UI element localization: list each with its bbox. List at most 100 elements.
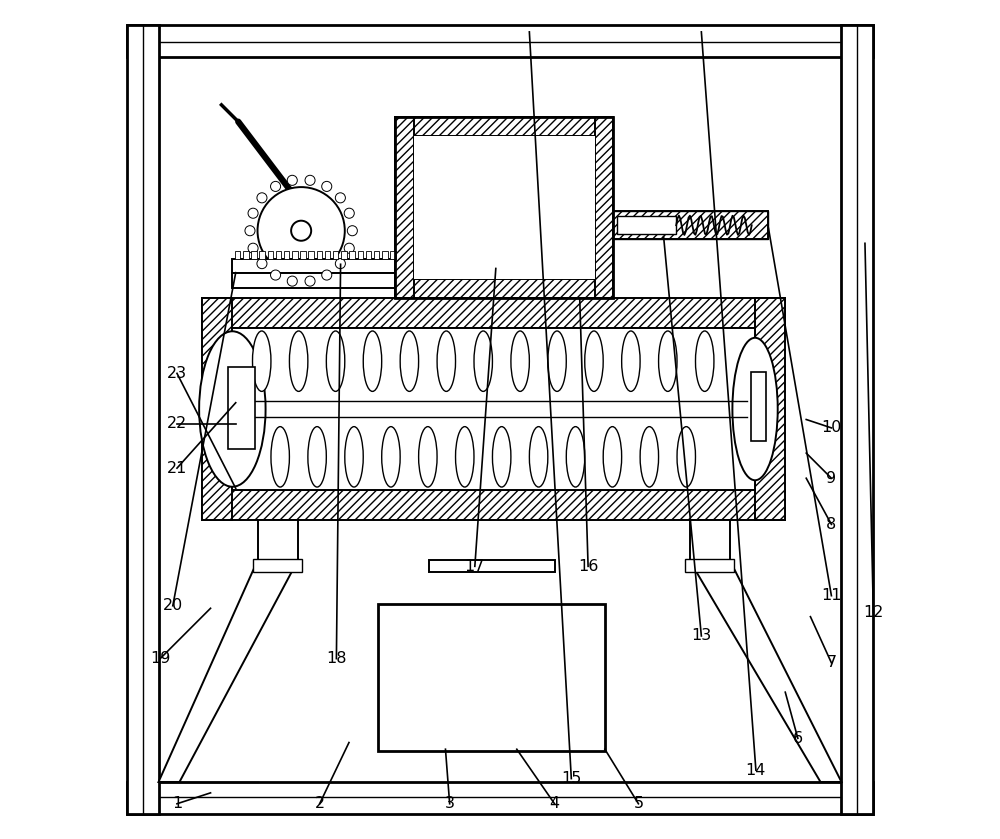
Bar	[300, 251, 306, 259]
Bar	[235, 251, 240, 259]
Text: 2: 2	[315, 796, 325, 811]
Ellipse shape	[677, 427, 695, 487]
Bar	[228, 367, 255, 450]
Text: 4: 4	[549, 796, 560, 811]
Ellipse shape	[345, 427, 363, 487]
Bar	[232, 259, 395, 273]
Circle shape	[335, 193, 345, 203]
Ellipse shape	[271, 427, 289, 487]
Bar	[232, 273, 395, 288]
Bar	[366, 251, 371, 259]
Polygon shape	[159, 560, 298, 782]
Bar	[358, 251, 363, 259]
Ellipse shape	[382, 427, 400, 487]
Bar	[243, 251, 249, 259]
Text: 19: 19	[150, 651, 170, 666]
Bar	[374, 251, 379, 259]
Text: 1: 1	[172, 796, 182, 811]
Text: 6: 6	[793, 731, 803, 746]
Bar	[341, 251, 347, 259]
Text: 7: 7	[826, 655, 836, 670]
Circle shape	[271, 270, 281, 280]
Circle shape	[344, 243, 354, 253]
Ellipse shape	[437, 331, 456, 392]
Ellipse shape	[456, 427, 474, 487]
Bar	[429, 560, 555, 572]
Bar	[333, 251, 338, 259]
Text: 21: 21	[167, 461, 187, 476]
Bar	[751, 373, 766, 441]
Bar	[349, 251, 355, 259]
Text: 22: 22	[167, 416, 187, 431]
Ellipse shape	[603, 427, 622, 487]
Text: 20: 20	[163, 598, 183, 613]
Ellipse shape	[252, 331, 271, 392]
Bar	[292, 251, 298, 259]
Ellipse shape	[308, 427, 326, 487]
Bar	[325, 251, 330, 259]
Bar	[258, 520, 298, 560]
Ellipse shape	[585, 331, 603, 392]
Circle shape	[305, 276, 315, 286]
Ellipse shape	[622, 331, 640, 392]
Circle shape	[344, 208, 354, 218]
Ellipse shape	[289, 331, 308, 392]
Bar	[127, 25, 159, 814]
Bar	[378, 604, 605, 751]
Circle shape	[257, 193, 267, 203]
Bar	[841, 25, 873, 814]
Circle shape	[322, 181, 332, 191]
Circle shape	[245, 226, 255, 236]
Circle shape	[248, 243, 258, 253]
Ellipse shape	[695, 331, 714, 392]
Polygon shape	[690, 560, 841, 782]
Circle shape	[322, 270, 332, 280]
Bar	[390, 251, 396, 259]
Bar	[202, 490, 785, 520]
Ellipse shape	[566, 427, 585, 487]
Text: 23: 23	[167, 366, 187, 381]
Bar	[259, 251, 265, 259]
Bar	[395, 279, 613, 298]
Text: 12: 12	[863, 605, 884, 620]
Bar	[690, 520, 730, 560]
Bar	[284, 251, 289, 259]
Ellipse shape	[419, 427, 437, 487]
Ellipse shape	[659, 331, 677, 392]
Ellipse shape	[326, 331, 345, 392]
Ellipse shape	[548, 331, 566, 392]
Ellipse shape	[400, 331, 419, 392]
Bar	[308, 251, 314, 259]
Bar	[382, 251, 388, 259]
Circle shape	[287, 276, 297, 286]
Bar	[276, 251, 281, 259]
Bar	[613, 211, 768, 239]
Text: 18: 18	[326, 651, 347, 666]
Bar	[755, 298, 785, 520]
Ellipse shape	[529, 427, 548, 487]
Ellipse shape	[640, 427, 659, 487]
Ellipse shape	[363, 331, 382, 392]
Text: 10: 10	[821, 420, 842, 435]
Text: 17: 17	[465, 559, 485, 574]
Circle shape	[271, 181, 281, 191]
Bar	[202, 298, 785, 328]
Ellipse shape	[492, 427, 511, 487]
Bar	[251, 251, 257, 259]
Bar	[617, 216, 676, 234]
Bar	[685, 559, 734, 572]
Ellipse shape	[511, 331, 529, 392]
Text: 14: 14	[746, 763, 766, 778]
Text: 16: 16	[578, 559, 598, 574]
Bar	[395, 117, 613, 298]
Circle shape	[291, 221, 311, 241]
Text: 8: 8	[826, 517, 837, 532]
Bar	[127, 25, 873, 57]
Text: 13: 13	[691, 628, 711, 644]
Ellipse shape	[732, 338, 778, 480]
Text: 11: 11	[821, 588, 842, 603]
Circle shape	[305, 175, 315, 185]
Bar	[317, 251, 322, 259]
Circle shape	[287, 175, 297, 185]
Text: 9: 9	[826, 471, 836, 486]
